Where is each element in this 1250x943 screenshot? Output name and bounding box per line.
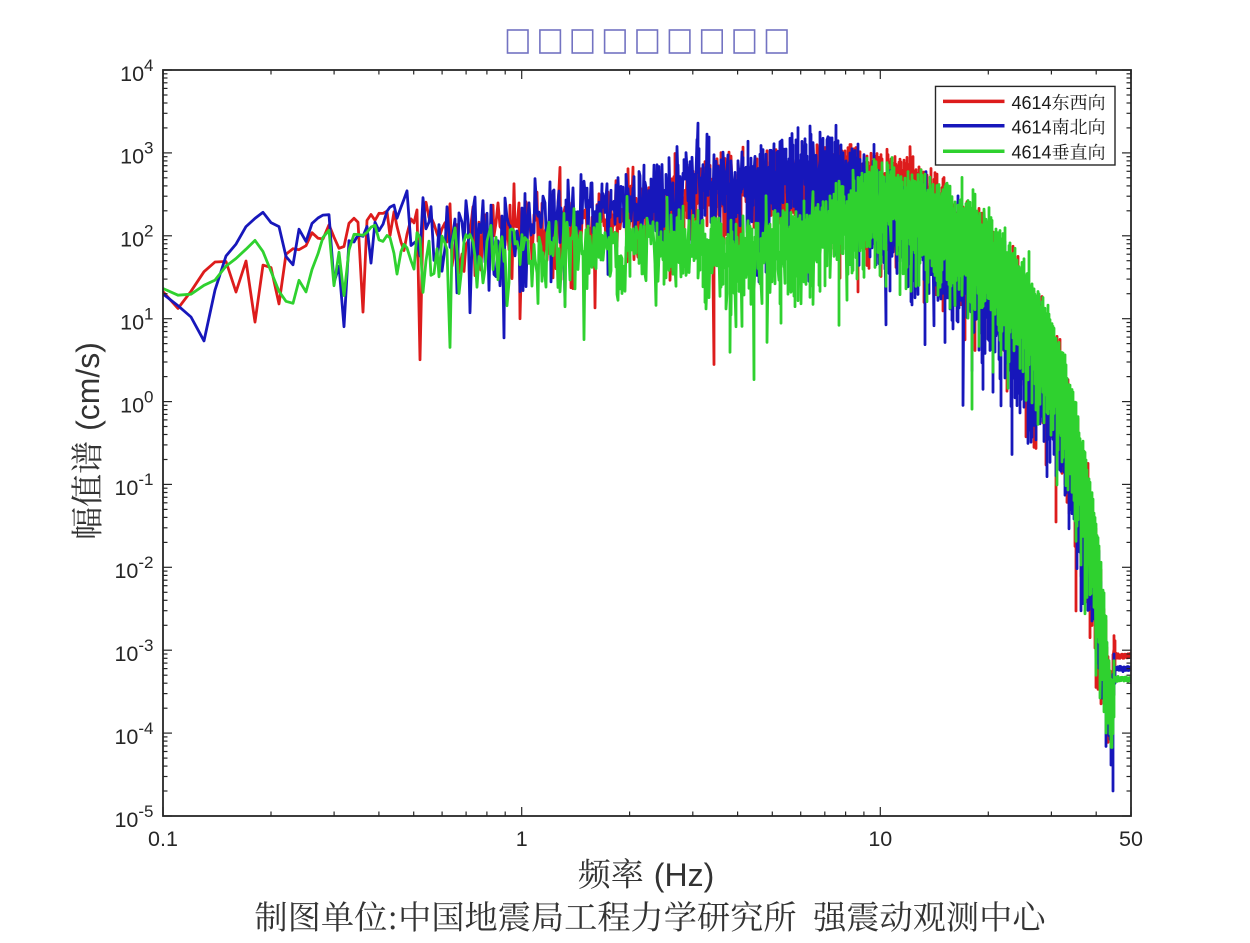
svg-text:50: 50 xyxy=(1119,827,1143,851)
svg-text:(cm/s): (cm/s) xyxy=(70,342,106,431)
svg-text:0.1: 0.1 xyxy=(148,827,178,851)
svg-text:1: 1 xyxy=(516,827,528,851)
svg-text:10: 10 xyxy=(868,827,892,851)
svg-text:4614: 4614 xyxy=(1012,117,1052,137)
svg-text:4614: 4614 xyxy=(1012,143,1052,163)
svg-text:4614: 4614 xyxy=(1012,93,1052,113)
svg-text:(Hz): (Hz) xyxy=(654,857,714,893)
